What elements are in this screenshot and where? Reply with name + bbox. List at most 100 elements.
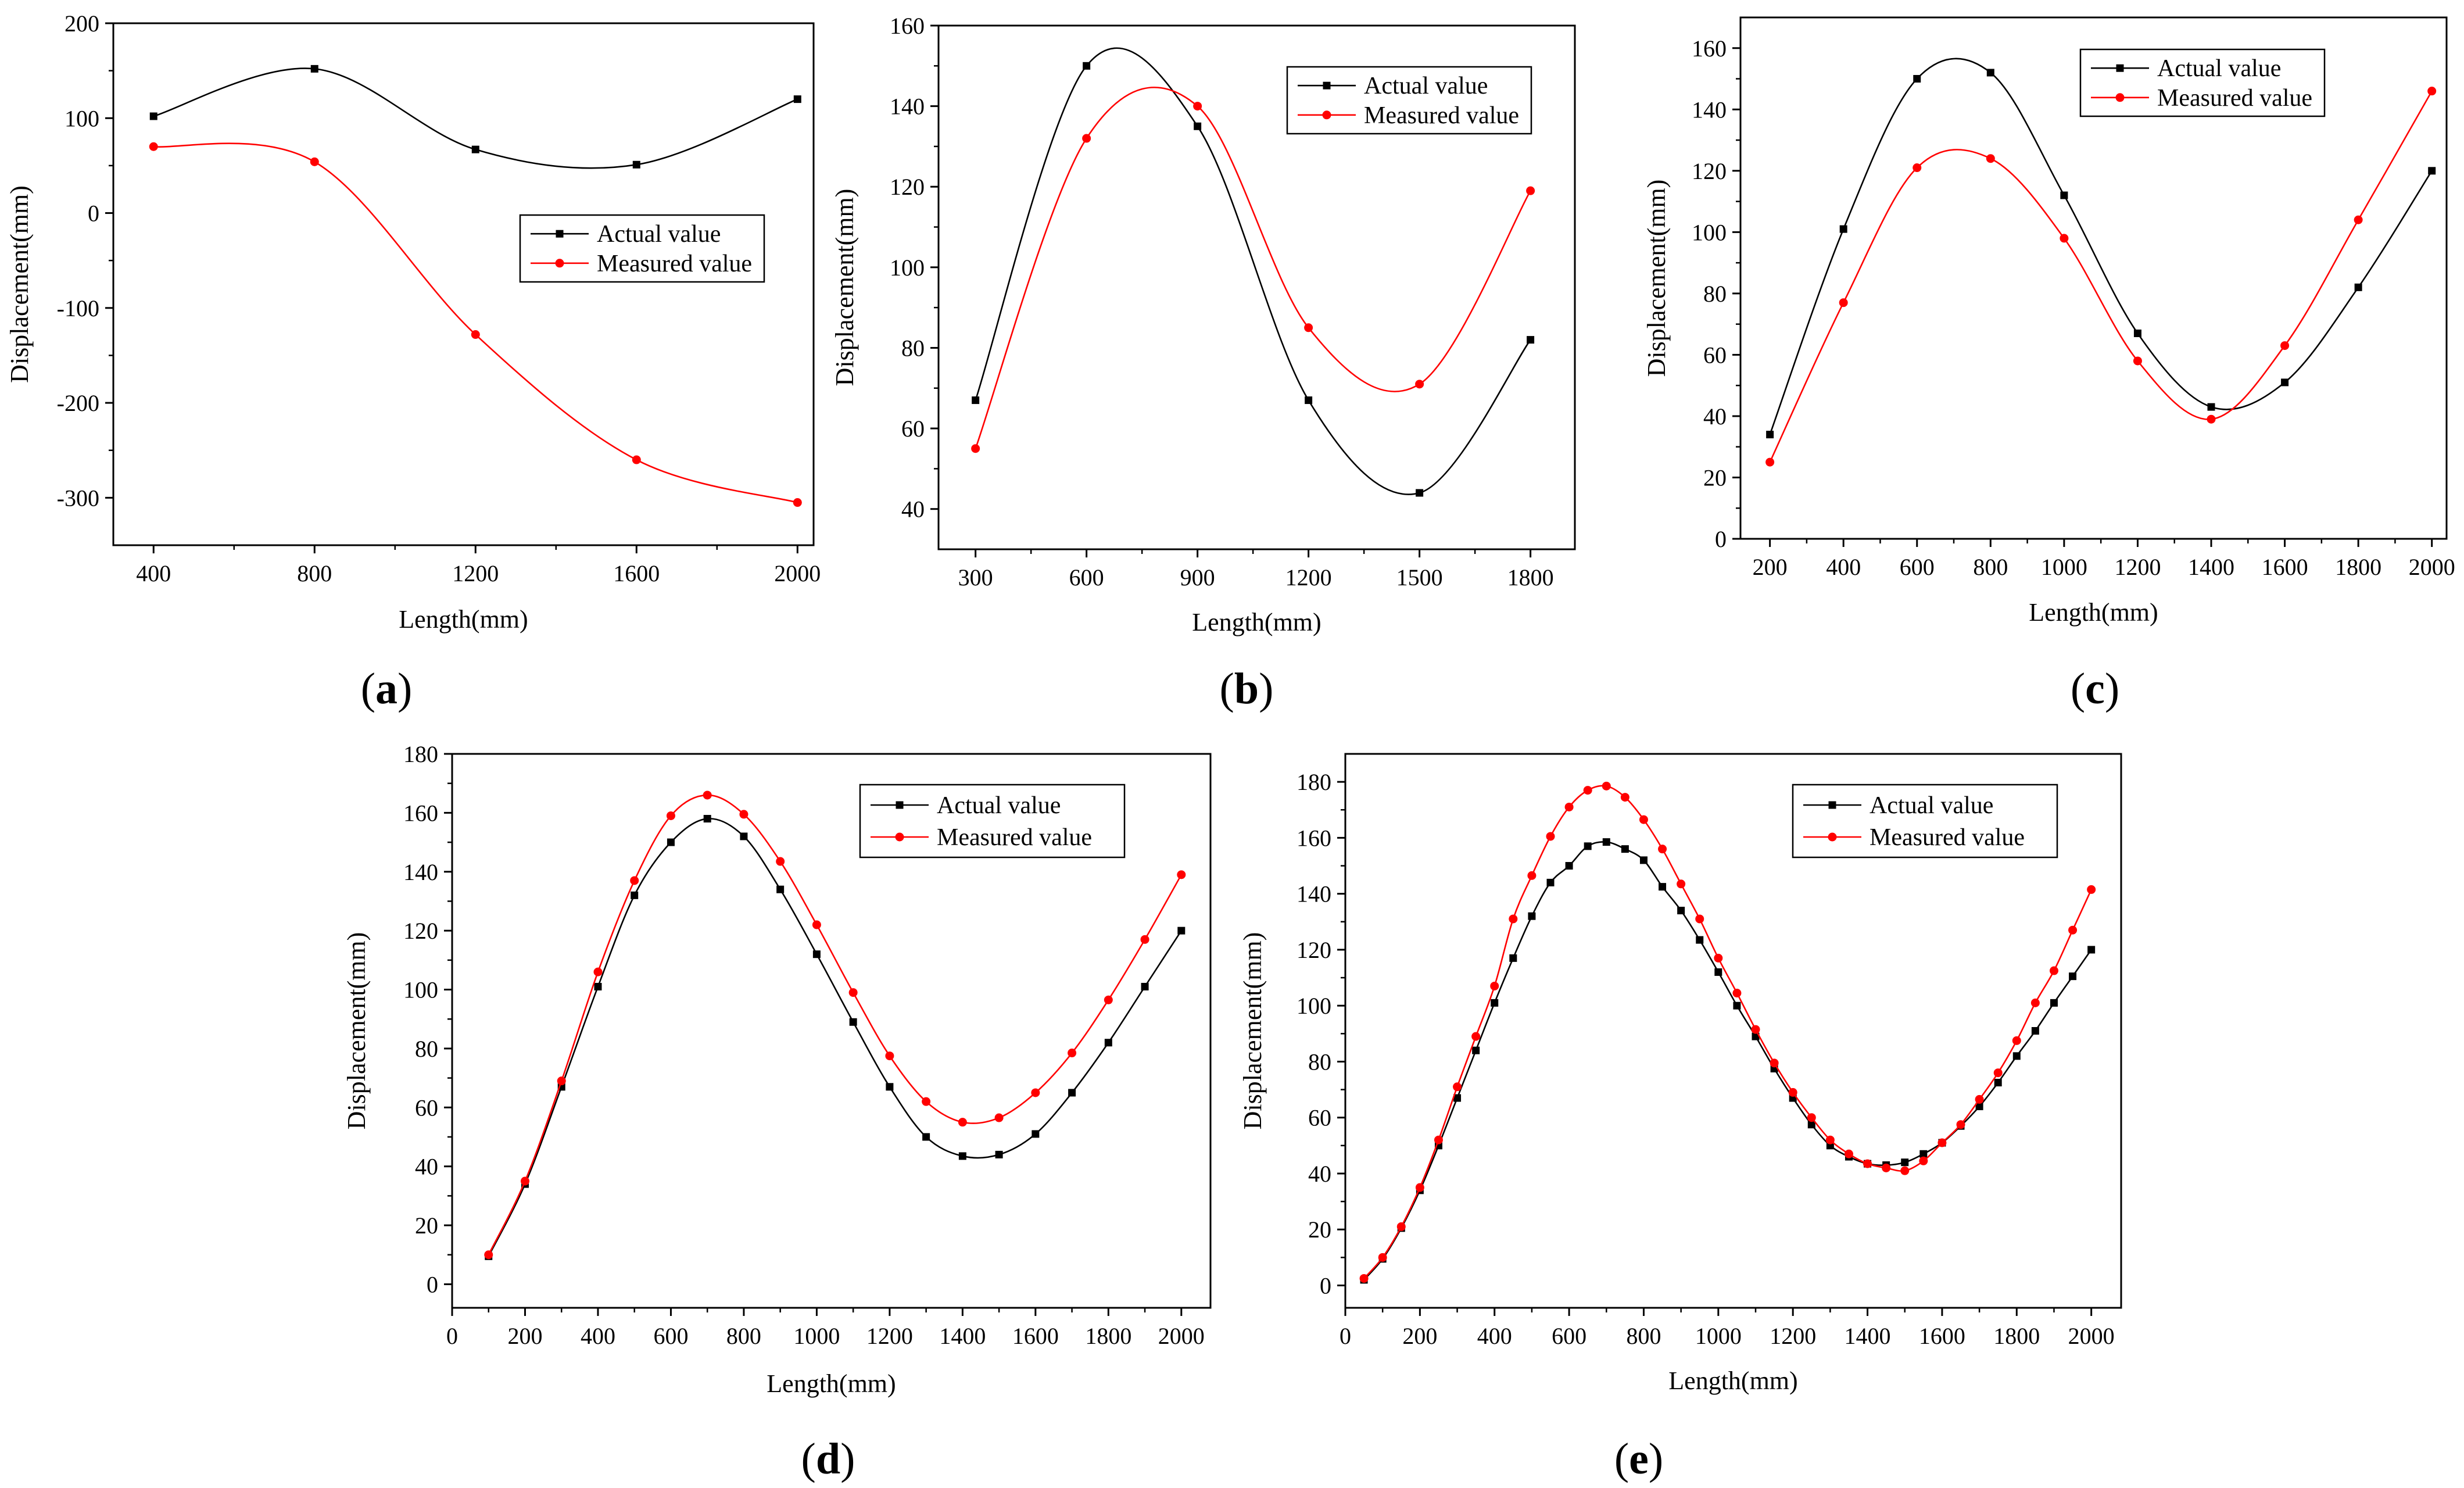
y-tick-label: 160 [890,13,925,39]
x-axis-label: Length(mm) [2029,598,2158,627]
actual-point [1032,1130,1040,1138]
legend-marker-actual [1323,81,1331,90]
y-tick-label: 80 [1703,281,1727,307]
panel-label-close: ) [840,1435,855,1483]
actual-point [1177,927,1186,935]
x-tick-label: 300 [958,564,993,591]
chart-d: 0 200 400 600 800 1000 1200 1400 1600 1800 2000 0 20… [342,741,1212,1483]
measured-point [1986,154,1995,163]
legend-marker-actual [2116,64,2124,72]
actual-point [2031,1027,2039,1035]
measured-point [2030,998,2040,1007]
x-tick-label: 1600 [2262,554,2308,580]
x-tick-label: 2000 [2068,1323,2115,1349]
measured-point [922,1097,931,1106]
x-axis-label: Length(mm) [1192,608,1321,636]
x-tick-label: 0 [1340,1323,1351,1349]
x-axis-label: Length(mm) [399,605,528,634]
measured-point [1526,186,1535,195]
y-tick-label: 100 [1297,993,1331,1019]
actual-point [1584,842,1592,850]
y-tick-label: 20 [415,1212,438,1239]
legend-label-actual: Actual value [2157,55,2281,82]
y-tick-label: 40 [901,496,925,523]
x-tick-label: 1600 [1919,1323,1965,1349]
measured-point [1913,163,1922,173]
series-line-actual [488,818,1182,1257]
measured-point [593,967,603,977]
actual-point [2050,999,2058,1007]
series-line-measured [1769,90,2433,463]
y-tick-label: 40 [415,1154,438,1180]
x-tick-label: 800 [297,560,332,586]
measured-point [1490,981,1499,990]
series-line-actual [1769,58,2433,435]
actual-point [886,1083,894,1091]
chart-e: 0 200 400 600 800 1000 1200 1400 1600 1800 2000 0 20… [1238,753,2122,1483]
y-tick-label: 40 [1703,403,1727,430]
measured-point [149,142,158,151]
y-tick-label: 80 [415,1036,438,1062]
measured-point [1900,1166,1910,1175]
actual-point [594,982,602,990]
x-tick-label: 1200 [866,1323,913,1349]
y-tick-label: 20 [1703,464,1727,491]
plot-frame [937,24,1576,550]
measured-point [703,791,712,800]
measured-point [1937,1138,1947,1147]
actual-point [703,815,711,823]
legend-box [1792,784,2058,859]
measured-point [776,857,785,866]
plot-frame [451,753,1212,1309]
x-tick-label: 800 [1973,554,2008,580]
actual-point [2281,378,2289,387]
actual-point [740,832,748,840]
x-tick-label: 2000 [2409,554,2455,580]
actual-point [1919,1150,1928,1158]
actual-point [1714,968,1722,976]
legend-label-measured: Measured value [1870,824,2025,851]
actual-point [2087,946,2096,954]
x-tick-label: 1400 [939,1323,986,1349]
x-axis-label: Length(mm) [767,1369,896,1398]
actual-point [1104,1039,1112,1047]
actual-point [1986,69,1994,77]
plot-frame [1739,16,2448,540]
measured-point [2427,87,2437,96]
legend: Actual value Measured value [859,784,1126,859]
x-tick-label: 0 [446,1323,458,1349]
panel-label-letter: a [375,664,397,713]
measured-point [994,1113,1004,1122]
panel-label-close: ) [2105,664,2119,713]
measured-point [484,1250,493,1260]
actual-point [667,838,675,846]
panel-label: (a) [361,664,413,713]
legend-marker-measured [1322,110,1331,120]
measured-point [1509,914,1518,924]
legend-label-measured: Measured value [937,824,1092,851]
y-tick-label: 100 [403,977,438,1003]
legend: Actual value Measured value [1286,66,1532,135]
panel-label-open: ( [801,1435,816,1483]
measured-point [632,455,641,464]
legend-label-measured: Measured value [1364,102,1519,129]
measured-point [1993,1068,2003,1078]
measured-point [971,444,980,453]
measured-point [1082,134,1091,143]
y-tick-label: 60 [415,1094,438,1121]
y-tick-label: 0 [1320,1272,1331,1299]
panel-label-letter: d [816,1435,840,1483]
measured-point [1140,935,1149,944]
y-tick-label: 160 [1297,825,1331,851]
measured-point [1695,914,1704,924]
legend-label-actual: Actual value [1870,792,1993,819]
measured-point [1104,995,1113,1004]
actual-point [1509,954,1517,962]
measured-point [885,1051,894,1061]
measured-point [1453,1082,1462,1092]
x-tick-label: 1600 [1012,1323,1059,1349]
legend-marker-measured [2115,93,2125,102]
x-tick-label: 400 [136,560,171,586]
panel-label-close: ) [397,664,412,713]
actual-point [812,950,821,958]
